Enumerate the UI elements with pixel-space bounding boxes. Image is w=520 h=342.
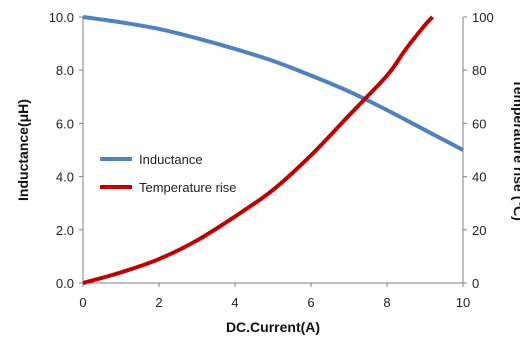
x-tick-label: 8: [383, 295, 390, 310]
y-left-tick-label: 6.0: [56, 116, 74, 131]
legend-label-inductance: Inductance: [139, 152, 203, 167]
y-left-tick-label: 10.0: [49, 10, 74, 25]
y-right-tick-label: 60: [472, 116, 486, 131]
y-right-tick-label: 100: [472, 10, 494, 25]
y-right-tick-label: 80: [472, 63, 486, 78]
x-tick-label: 10: [456, 295, 470, 310]
legend: Inductance Temperature rise: [100, 152, 237, 195]
y-left-tick-label: 4.0: [56, 170, 74, 185]
y-axis-right-title: Temperature rise (℃): [511, 79, 520, 221]
x-tick-label: 4: [231, 295, 238, 310]
y-right-tick-label: 40: [472, 170, 486, 185]
y-right-tick-label: 0: [472, 276, 479, 291]
legend-label-temperature: Temperature rise: [139, 180, 237, 195]
plot-area: [82, 15, 464, 285]
series-line-inductance: [82, 15, 464, 152]
y-left-tick-label: 8.0: [56, 63, 74, 78]
y-left-tick-label: 2.0: [56, 223, 74, 238]
x-axis-title: DC.Current(A): [226, 319, 320, 335]
tick-labels: 0 2 4 6 8 10 0.0 2.0 4.0 6.0 8.0 10.0 0 20 40 60 80 100: [49, 10, 494, 310]
y-axis-left-title: Inductance(μH): [15, 99, 31, 201]
series-line-temperature-rise: [82, 15, 435, 285]
x-tick-label: 0: [79, 295, 86, 310]
y-right-tick-label: 20: [472, 223, 486, 238]
x-tick-label: 2: [155, 295, 162, 310]
axes: [79, 16, 467, 287]
x-tick-label: 6: [307, 295, 314, 310]
y-left-tick-label: 0.0: [56, 276, 74, 291]
